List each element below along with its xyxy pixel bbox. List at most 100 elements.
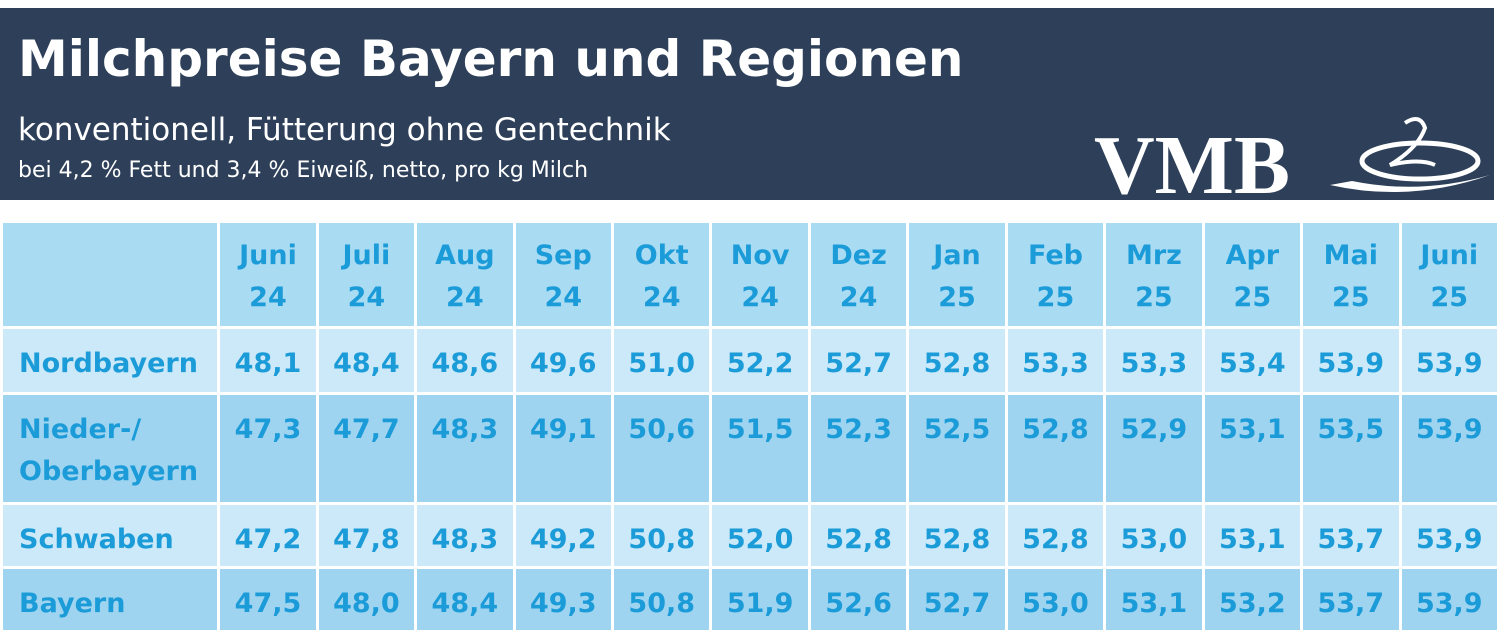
price-cell: 52,6 xyxy=(807,566,910,633)
price-cell: 52,8 xyxy=(906,502,1008,569)
column-year: 25 xyxy=(1233,282,1272,313)
price-cell: 53,1 xyxy=(1103,566,1205,633)
column-month: Jan xyxy=(933,240,981,271)
price-table: Juni 24 Juli 24 Aug 24 Sep 24 Okt 24 Nov 24 Dez 24 Jan… xyxy=(0,220,1500,633)
price-cell: 48,6 xyxy=(414,326,516,395)
price-cell: 51,9 xyxy=(709,566,811,633)
price-cell: 53,3 xyxy=(1103,326,1205,395)
price-cell: 53,9 xyxy=(1398,326,1500,395)
column-header: Aug 24 xyxy=(414,220,516,329)
price-cell: 49,6 xyxy=(512,326,615,395)
row-label: Nieder-/ Oberbayern xyxy=(0,392,221,505)
price-cell: 52,3 xyxy=(807,392,910,505)
column-year: 24 xyxy=(347,282,386,313)
price-cell: 48,4 xyxy=(414,566,516,633)
price-cell: 47,3 xyxy=(217,392,319,505)
logo-ring xyxy=(1359,140,1481,182)
price-cell: 53,9 xyxy=(1398,392,1500,505)
price-cell: 48,3 xyxy=(414,502,516,569)
subtitle: konventionell, Fütterung ohne Gentechnik xyxy=(18,112,671,148)
price-cell: 47,5 xyxy=(217,566,319,633)
column-month: Juli xyxy=(342,240,391,271)
price-cell: 52,7 xyxy=(906,566,1008,633)
price-cell: 50,8 xyxy=(610,566,713,633)
column-year: 25 xyxy=(1135,282,1173,313)
column-month: Aug xyxy=(435,240,495,271)
price-cell: 52,8 xyxy=(1004,392,1107,505)
price-cell: 53,2 xyxy=(1201,566,1304,633)
price-cell: 52,2 xyxy=(709,326,811,395)
price-cell: 47,8 xyxy=(315,502,418,569)
column-year: 24 xyxy=(741,282,779,313)
column-header: Jan 25 xyxy=(906,220,1008,329)
column-year: 24 xyxy=(642,282,681,313)
column-header: Sep 24 xyxy=(512,220,615,329)
column-month: Feb xyxy=(1027,240,1083,271)
column-header: Apr 25 xyxy=(1201,220,1304,329)
corner-cell xyxy=(0,220,221,329)
column-year: 25 xyxy=(1036,282,1075,313)
price-cell: 51,0 xyxy=(610,326,713,395)
price-cell: 53,9 xyxy=(1398,566,1500,633)
column-header: Okt 24 xyxy=(610,220,713,329)
price-cell: 49,1 xyxy=(512,392,615,505)
column-header: Juli 24 xyxy=(315,220,418,329)
price-cell: 52,8 xyxy=(906,326,1008,395)
price-cell: 53,7 xyxy=(1300,502,1402,569)
price-cell: 53,1 xyxy=(1201,392,1304,505)
price-cell: 50,8 xyxy=(610,502,713,569)
header-row: Juni 24 Juli 24 Aug 24 Sep 24 Okt 24 Nov 24 Dez 24 Jan… xyxy=(0,220,1500,329)
logo-swoosh xyxy=(1330,175,1490,193)
price-cell: 53,7 xyxy=(1300,566,1402,633)
column-year: 25 xyxy=(1331,282,1370,313)
logo: VMB xyxy=(1094,117,1490,203)
column-year: 24 xyxy=(446,282,484,313)
title: Milchpreise Bayern und Regionen xyxy=(18,30,964,88)
column-header: Dez 24 xyxy=(807,220,910,329)
column-header: Juni 24 xyxy=(217,220,319,329)
column-month: Apr xyxy=(1225,240,1280,271)
column-year: 24 xyxy=(249,282,287,313)
header-banner: Milchpreise Bayern und Regionen konventi… xyxy=(0,8,1494,203)
column-year: 25 xyxy=(938,282,976,313)
price-cell: 47,7 xyxy=(315,392,418,505)
column-header: Feb 25 xyxy=(1004,220,1107,329)
price-cell: 53,0 xyxy=(1004,566,1107,633)
price-cell: 52,9 xyxy=(1103,392,1205,505)
price-cell: 47,2 xyxy=(217,502,319,569)
price-cell: 48,0 xyxy=(315,566,418,633)
column-month: Mrz xyxy=(1125,240,1182,271)
price-cell: 52,8 xyxy=(1004,502,1107,569)
price-cell: 48,4 xyxy=(315,326,418,395)
price-cell: 53,3 xyxy=(1004,326,1107,395)
price-cell: 52,8 xyxy=(807,502,910,569)
price-cell: 51,5 xyxy=(709,392,811,505)
column-header: Juni 25 xyxy=(1398,220,1500,329)
column-header: Nov 24 xyxy=(709,220,811,329)
data-row: Nieder-/ Oberbayern 47,3 47,7 48,3 49,1 50,6 5… xyxy=(0,392,1500,505)
data-row: Nordbayern 48,1 48,4 48,6 49,6 51,0 52,2 52,7 52… xyxy=(0,326,1500,395)
column-month: Sep xyxy=(534,240,592,271)
price-cell: 52,7 xyxy=(807,326,910,395)
row-label: Schwaben xyxy=(0,502,221,569)
column-month: Dez xyxy=(830,240,887,271)
price-cell: 53,1 xyxy=(1201,502,1304,569)
column-header: Mrz 25 xyxy=(1103,220,1205,329)
price-cell: 53,9 xyxy=(1300,326,1402,395)
price-cell: 53,5 xyxy=(1300,392,1402,505)
price-cell: 48,3 xyxy=(414,392,516,505)
column-year: 25 xyxy=(1430,282,1469,313)
column-year: 24 xyxy=(839,282,878,313)
price-cell: 48,1 xyxy=(217,326,319,395)
column-year: 24 xyxy=(544,282,583,313)
note: bei 4,2 % Fett und 3,4 % Eiweiß, netto, … xyxy=(18,158,589,183)
logo-text: VMB xyxy=(1094,119,1290,203)
price-cell: 53,4 xyxy=(1201,326,1304,395)
price-cell: 50,6 xyxy=(610,392,713,505)
price-cell: 52,0 xyxy=(709,502,811,569)
price-cell: 53,9 xyxy=(1398,502,1500,569)
logo-figure xyxy=(1388,117,1436,167)
price-cell: 49,3 xyxy=(512,566,615,633)
column-month: Juni xyxy=(239,240,297,271)
column-month: Okt xyxy=(634,240,689,271)
